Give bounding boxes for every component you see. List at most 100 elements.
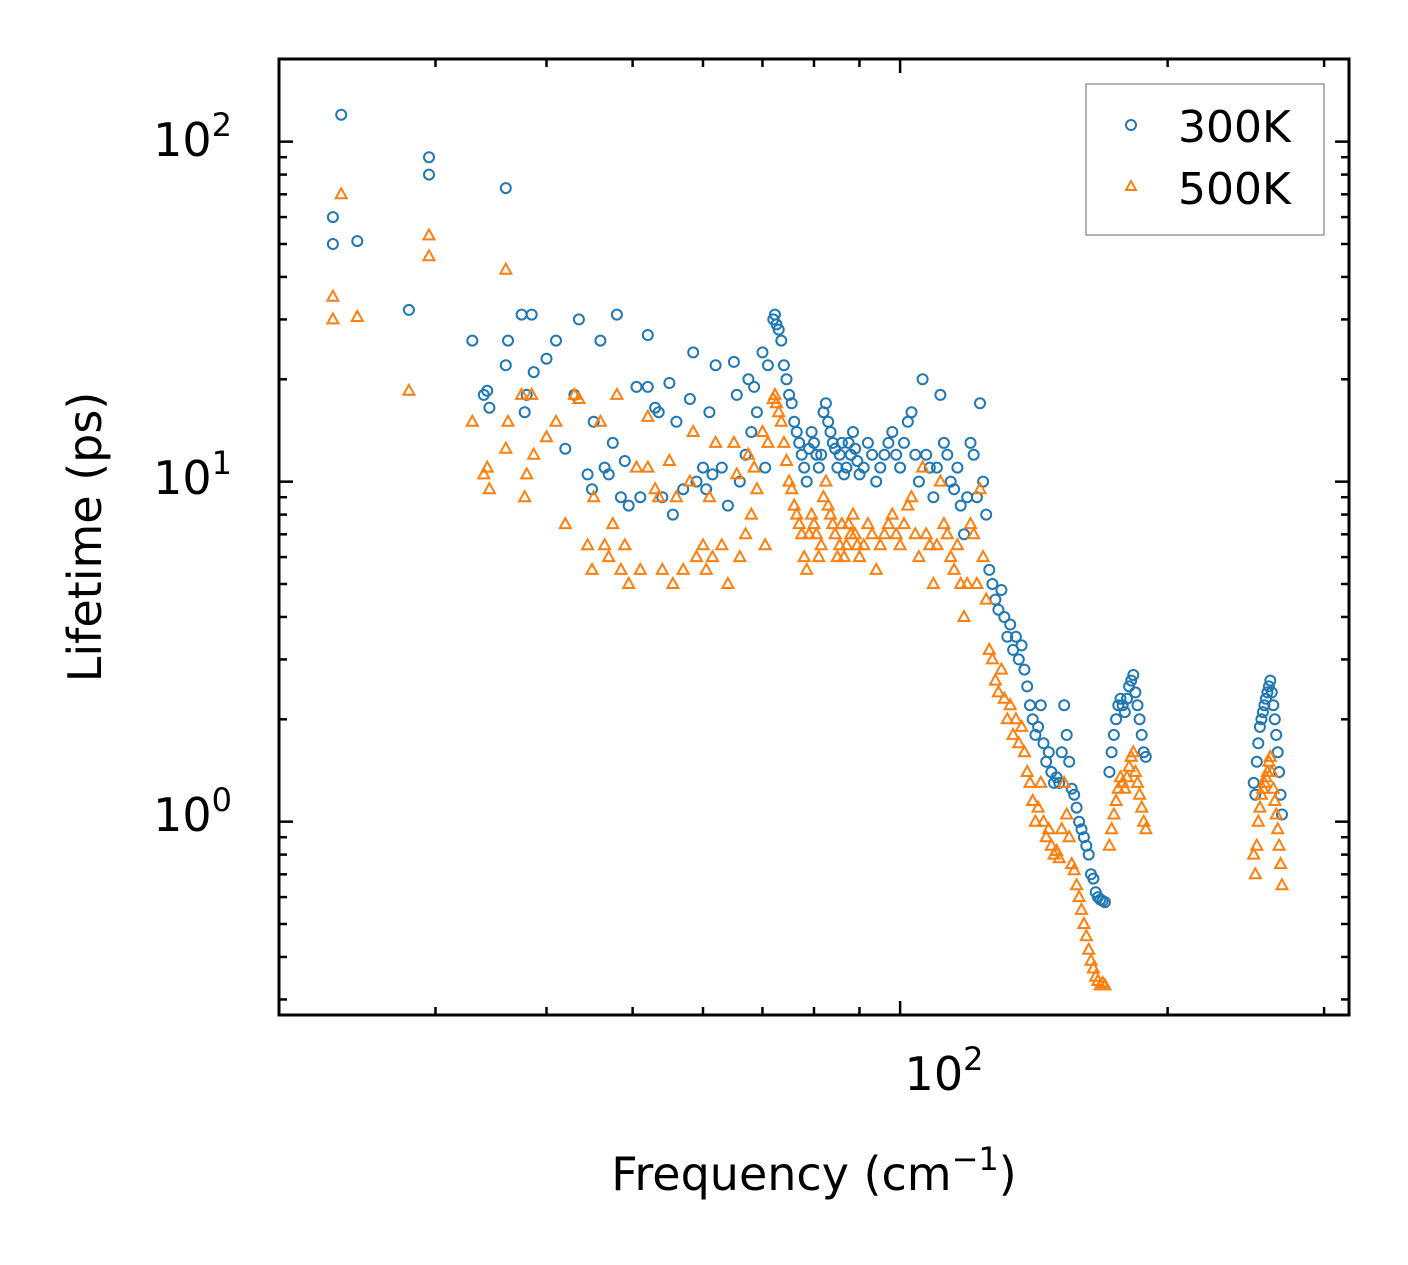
data-point-500K <box>1270 821 1285 835</box>
legend-label-500k: 500K <box>1178 164 1292 215</box>
data-point-300K <box>1103 766 1116 778</box>
data-point-300K <box>824 426 837 438</box>
data-point-500K <box>729 466 744 480</box>
data-point-500K <box>1132 786 1147 800</box>
data-point-500K <box>997 690 1012 704</box>
data-point-300K <box>527 366 540 379</box>
data-point-300K <box>954 499 967 512</box>
data-point-500K <box>769 395 784 409</box>
data-point-500K <box>825 516 840 530</box>
data-point-300K <box>1131 699 1144 712</box>
data-point-300K <box>483 401 496 414</box>
data-point-500K <box>1081 941 1096 955</box>
data-point-300K <box>1121 692 1133 705</box>
data-point-500K <box>1083 952 1099 966</box>
data-point-500K <box>823 506 838 520</box>
data-point-300K <box>634 491 647 504</box>
data-point-500K <box>892 537 908 551</box>
data-point-300K <box>1261 686 1274 699</box>
data-point-500K <box>1054 821 1069 835</box>
data-point-300K <box>748 380 761 393</box>
data-point-300K <box>1009 630 1022 643</box>
data-point-300K <box>898 436 910 449</box>
data-point-300K <box>666 508 679 521</box>
legend-marker-500k <box>1124 178 1138 191</box>
data-point-500K <box>517 489 532 503</box>
data-point-500K <box>1246 846 1261 860</box>
data-point-500K <box>814 537 829 551</box>
data-point-300K <box>964 436 977 449</box>
data-point-500K <box>806 516 822 530</box>
data-point-300K <box>1105 746 1118 759</box>
data-point-500K <box>558 516 573 530</box>
data-point-500K <box>856 537 871 551</box>
data-point-300K <box>819 397 832 410</box>
data-point-500K <box>720 575 736 589</box>
data-point-500K <box>760 434 776 448</box>
data-point-300K <box>886 426 899 438</box>
data-point-500K <box>827 526 843 540</box>
data-point-300K <box>1139 750 1152 763</box>
data-point-500K <box>841 516 856 530</box>
data-point-500K <box>830 549 845 563</box>
data-point-300K <box>721 499 734 512</box>
data-point-500K <box>869 561 884 575</box>
data-point-500K <box>1003 697 1018 711</box>
data-point-300K <box>1265 686 1278 699</box>
data-point-300K <box>951 461 964 474</box>
data-point-300K <box>1029 728 1042 741</box>
data-point-300K <box>912 475 925 488</box>
data-point-300K <box>1018 663 1031 676</box>
data-point-300K <box>423 168 435 181</box>
data-point-300K <box>1042 746 1055 759</box>
x-tick-label-100: 102 <box>905 1040 984 1101</box>
data-point-500K <box>1138 821 1153 835</box>
y-axis-label: Lifetime (ps) <box>58 392 112 683</box>
data-point-500K <box>779 452 794 466</box>
data-point-500K <box>1071 889 1087 903</box>
data-point-500K <box>1017 744 1032 758</box>
data-point-500K <box>1263 748 1278 762</box>
data-point-500K <box>926 575 941 589</box>
data-point-500K <box>811 549 826 563</box>
data-point-300K <box>905 406 918 419</box>
data-point-500K <box>1252 799 1268 813</box>
data-point-500K <box>514 386 529 400</box>
data-point-500K <box>1126 744 1141 758</box>
data-point-500K <box>933 473 948 487</box>
data-point-300K <box>1129 686 1142 699</box>
data-point-500K <box>702 489 717 503</box>
data-point-500K <box>1011 735 1026 749</box>
data-point-500K <box>969 575 985 589</box>
data-point-300K <box>1070 801 1083 814</box>
data-point-300K <box>1037 737 1050 750</box>
legend-frame <box>1085 83 1325 236</box>
data-point-300K <box>622 499 635 512</box>
data-point-500K <box>943 549 958 563</box>
data-point-300K <box>525 308 538 321</box>
data-point-300K <box>1055 746 1068 759</box>
data-point-500K <box>864 526 880 540</box>
data-point-500K <box>889 526 904 540</box>
data-point-300K <box>1256 706 1269 719</box>
data-point-300K <box>1125 674 1138 687</box>
data-point-500K <box>1025 792 1040 806</box>
data-point-500K <box>480 459 495 473</box>
data-point-500K <box>421 248 437 262</box>
data-point-300K <box>810 448 823 461</box>
data-point-500K <box>1097 977 1113 991</box>
data-point-300K <box>1098 896 1111 909</box>
data-point-500K <box>755 423 770 437</box>
data-point-500K <box>705 549 720 563</box>
data-point-500K <box>746 459 762 473</box>
data-point-300K <box>1135 728 1148 741</box>
data-point-300K <box>1259 692 1272 705</box>
data-point-300K <box>1001 630 1014 643</box>
x-axis-label: Frequency (cm−1) <box>611 1140 1016 1201</box>
data-point-500K <box>682 473 698 487</box>
data-point-300K <box>948 483 961 496</box>
data-point-300K <box>1258 699 1271 712</box>
data-point-300K <box>812 461 825 474</box>
major-ticks <box>279 59 1349 1015</box>
data-point-500K <box>676 561 691 575</box>
